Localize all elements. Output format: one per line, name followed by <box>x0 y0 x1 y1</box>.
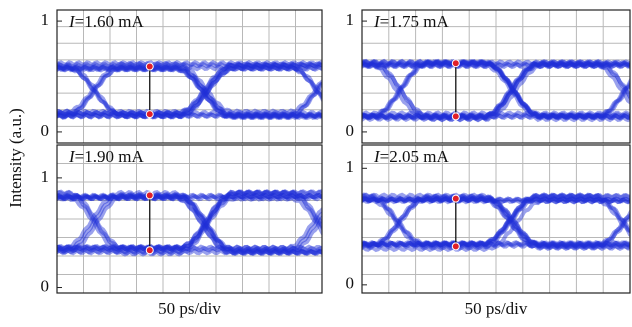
y-tick-label: 0 <box>41 276 50 295</box>
x-axis-label: 50 ps/div <box>158 299 221 318</box>
y-axis-label: Intensity (a.u.) <box>6 108 25 208</box>
panel-annotation: I=1.75 mA <box>373 12 449 31</box>
annotation-value: =1.75 mA <box>380 12 450 31</box>
x-axis-label: 50 ps/div <box>465 299 528 318</box>
traces <box>358 61 632 120</box>
high-level-marker <box>146 192 153 199</box>
low-level-marker <box>452 113 459 120</box>
high-level-marker <box>452 60 459 67</box>
panel-annotation: I=2.05 mA <box>373 147 449 166</box>
annotation-value: =1.90 mA <box>75 147 145 166</box>
y-tick-label: 1 <box>346 10 355 29</box>
panel-annotation: I=1.60 mA <box>68 12 144 31</box>
y-tick-label: 1 <box>41 167 50 186</box>
low-level-marker <box>452 243 459 250</box>
y-tick-label: 0 <box>41 121 50 140</box>
traces <box>358 195 632 250</box>
y-tick-label: 0 <box>346 274 355 293</box>
low-level-marker <box>146 247 153 254</box>
high-level-marker <box>146 63 153 70</box>
high-level-marker <box>452 195 459 202</box>
y-tick-label: 1 <box>346 157 355 176</box>
low-level-marker <box>146 111 153 118</box>
y-tick-label: 0 <box>346 121 355 140</box>
y-tick-label: 1 <box>41 10 50 29</box>
figure: Intensity (a.u.) 0 1 I=1.60 mA 0 1 I=1.75 mA 0… <box>0 0 632 327</box>
annotation-value: =2.05 mA <box>380 147 450 166</box>
panel-annotation: I=1.90 mA <box>68 147 144 166</box>
annotation-value: =1.60 mA <box>75 12 145 31</box>
